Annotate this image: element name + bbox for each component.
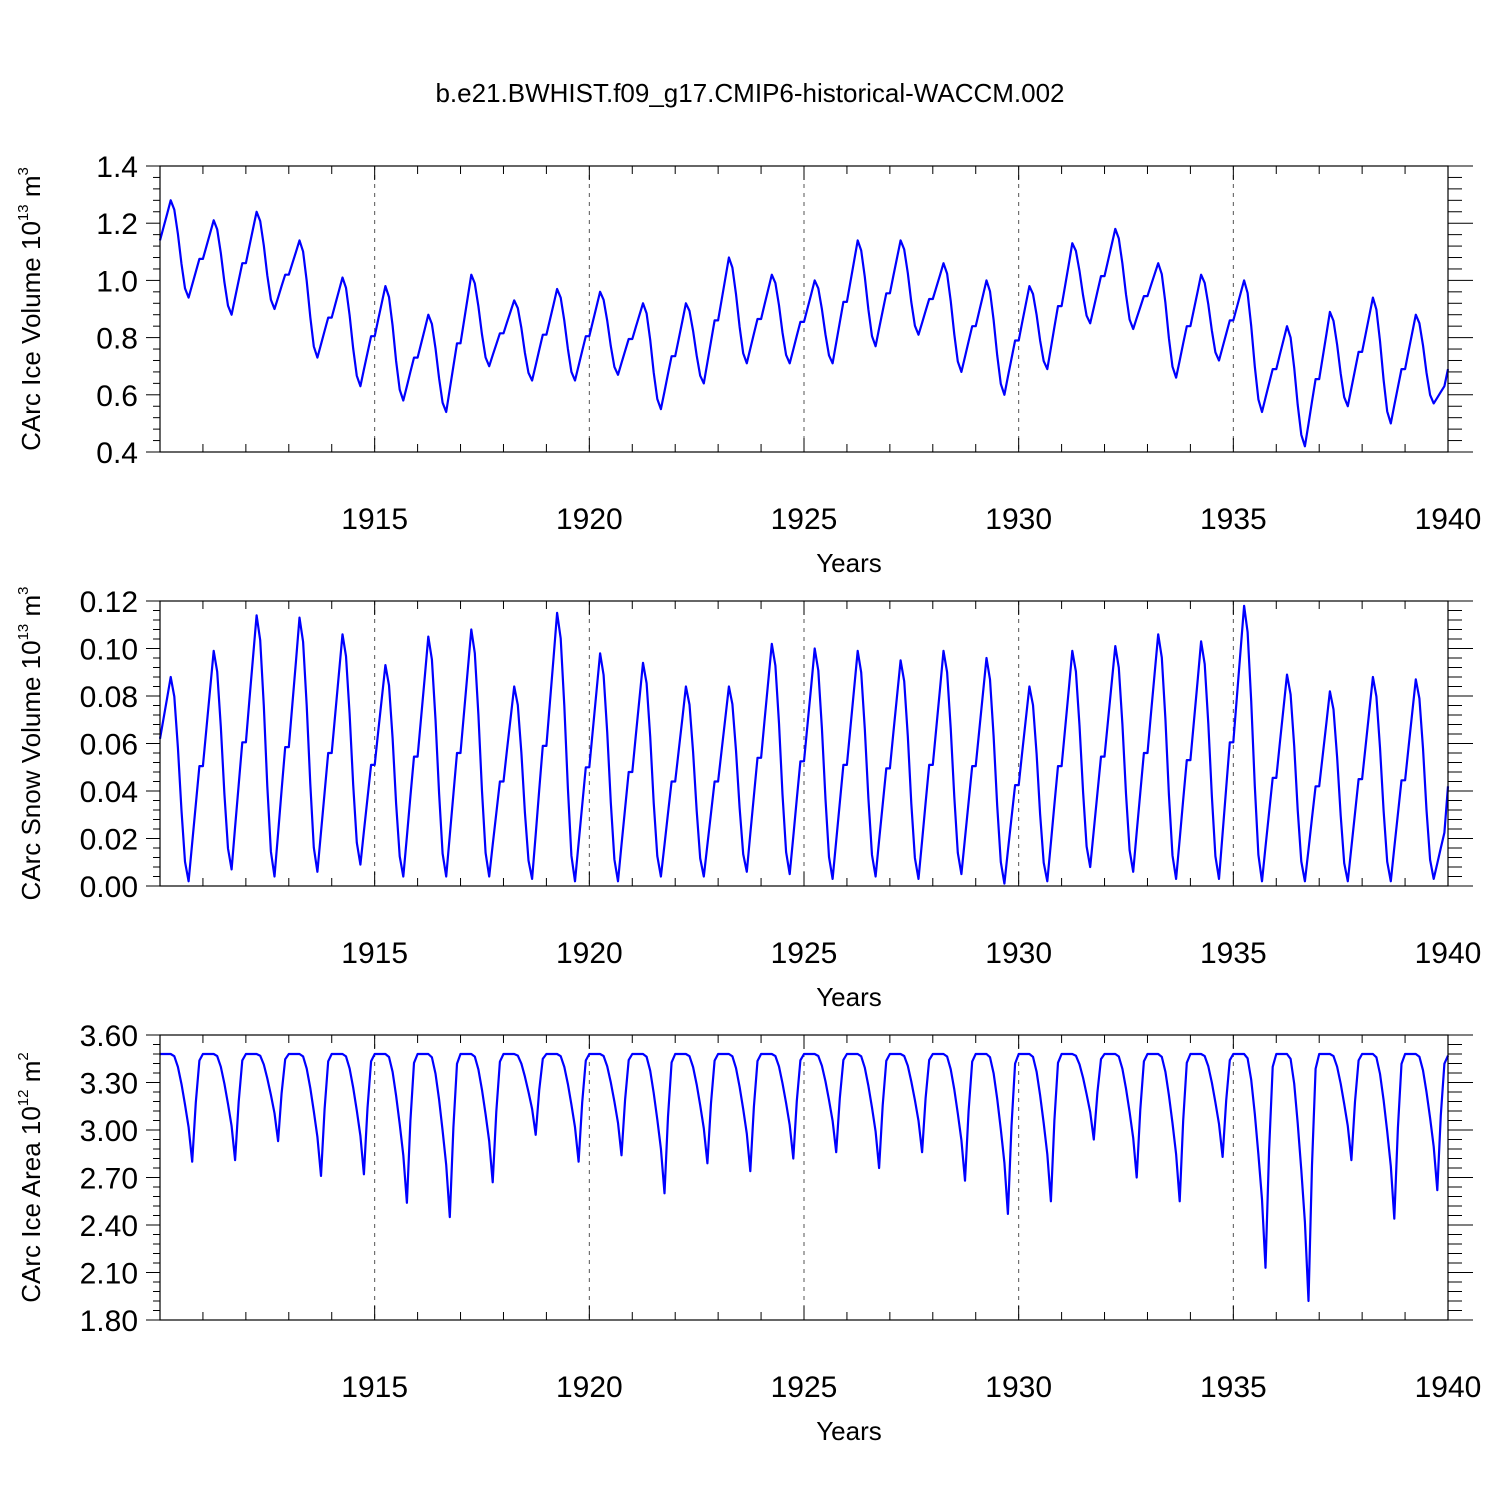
ice-volume-panel: 1915 1920 1925 1930 1935 1940 0.4 0.6 0.8 1.0 1.2 1… (15, 151, 1481, 578)
ice-area-y-tick-label: 3.30 (80, 1068, 138, 1101)
ice-area-x-tick-label: 1940 (1415, 1371, 1482, 1404)
ice-volume-y-axis-label: CArc Ice Volume 1013 m3 (15, 167, 46, 451)
snow-volume-y-tick-label: 0.00 (80, 871, 138, 904)
ice-volume-x-tick-label: 1915 (341, 503, 408, 536)
ice-area-y-tick-label: 1.80 (80, 1305, 138, 1338)
snow-volume-x-tick-label: 1940 (1415, 937, 1482, 970)
ice-area-y-tick-label: 2.70 (80, 1163, 138, 1196)
snow-volume-panel: 1915 1920 1925 1930 1935 1940 0.00 0.02 0.04 0.06… (15, 586, 1481, 1012)
ice-volume-y-tick-label: 0.6 (96, 380, 138, 413)
ice-volume-x-tick-label: 1930 (985, 503, 1052, 536)
ice-volume-x-tick-label: 1935 (1200, 503, 1267, 536)
ice-area-x-axis-label: Years (816, 1416, 882, 1446)
snow-volume-x-tick-label: 1930 (985, 937, 1052, 970)
ice-area-plot-frame (159, 1034, 1449, 1321)
snow-volume-plot-frame (159, 600, 1449, 887)
ice-area-y-tick-label: 2.40 (80, 1210, 138, 1243)
ice-area-x-tick-label: 1925 (771, 1371, 838, 1404)
ice-volume-x-tick-label: 1940 (1415, 503, 1482, 536)
snow-volume-x-tick-label: 1925 (771, 937, 838, 970)
ice-volume-y-tick-label: 1.0 (96, 265, 138, 298)
snow-volume-x-axis-label: Years (816, 982, 882, 1012)
ice-volume-y-tick-label: 0.4 (96, 437, 138, 470)
ice-area-y-tick-label: 2.10 (80, 1258, 138, 1291)
snow-volume-y-tick-label: 0.12 (80, 586, 138, 619)
snow-volume-y-tick-label: 0.10 (80, 634, 138, 667)
ice-volume-y-tick-label: 0.8 (96, 323, 138, 356)
snow-volume-y-tick-label: 0.06 (80, 729, 138, 762)
snow-volume-x-tick-label: 1915 (341, 937, 408, 970)
snow-volume-y-tick-label: 0.04 (80, 776, 138, 809)
ice-volume-x-tick-label: 1925 (771, 503, 838, 536)
snow-volume-x-tick-label: 1935 (1200, 937, 1267, 970)
ice-area-x-tick-label: 1930 (985, 1371, 1052, 1404)
snow-volume-x-tick-label: 1920 (556, 937, 623, 970)
snow-volume-series-line (158, 604, 1450, 885)
ice-volume-x-axis-label: Years (816, 548, 882, 578)
ice-area-x-tick-label: 1935 (1200, 1371, 1267, 1404)
ice-volume-y-tick-label: 1.4 (96, 151, 138, 184)
ice-area-x-tick-label: 1920 (556, 1371, 623, 1404)
snow-volume-y-axis-label: CArc Snow Volume 1013 m3 (15, 586, 46, 900)
ice-area-y-tick-label: 3.60 (80, 1020, 138, 1053)
ice-area-panel: 1915 1920 1925 1930 1935 1940 1.80 2.10 2.40 2.70… (15, 1020, 1481, 1446)
ice-volume-y-tick-label: 1.2 (96, 208, 138, 241)
ice-area-series-line (160, 1052, 1450, 1303)
figure-title: b.e21.BWHIST.f09_g17.CMIP6-historical-WA… (435, 78, 1064, 108)
ice-area-y-tick-label: 3.00 (80, 1115, 138, 1148)
ice-area-y-axis-label: CArc Ice Area 1012 m2 (15, 1052, 46, 1302)
snow-volume-y-tick-label: 0.02 (80, 824, 138, 857)
ice-volume-series-line (158, 199, 1450, 448)
ice-area-x-tick-label: 1915 (341, 1371, 408, 1404)
snow-volume-y-tick-label: 0.08 (80, 681, 138, 714)
ice-volume-x-tick-label: 1920 (556, 503, 623, 536)
